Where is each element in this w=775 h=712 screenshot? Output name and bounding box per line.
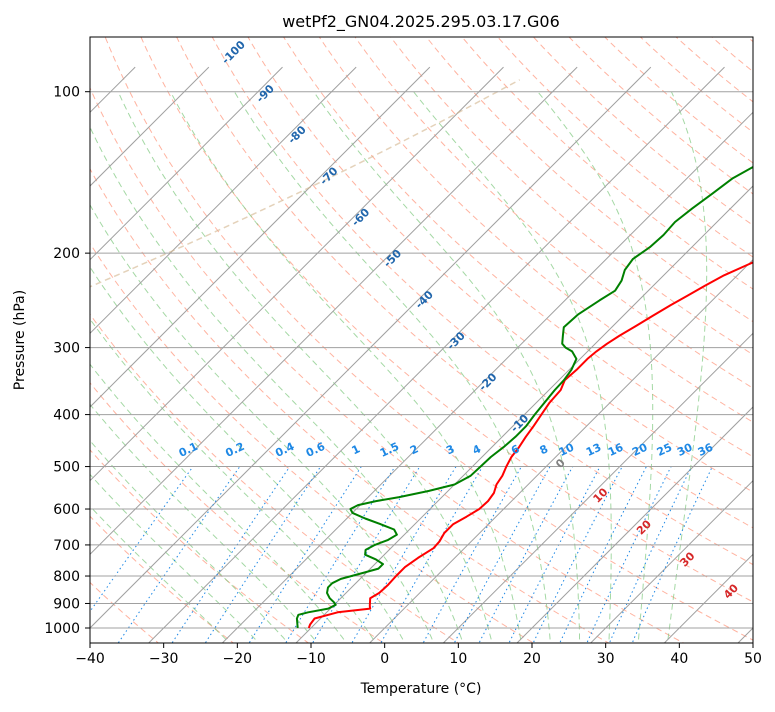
mixing-ratio-label: 13 (584, 441, 603, 459)
isotherm-line (0, 67, 430, 650)
isotherm-line (141, 67, 724, 650)
y-tick-label: 500 (53, 460, 80, 476)
mixing-ratio-label: 1 (350, 442, 362, 457)
moist-adiabat-line (0, 92, 226, 640)
mixing-ratio-line (63, 467, 193, 651)
isotherm-line (0, 67, 62, 650)
dry-adiabat-line (92, 0, 775, 700)
x-tick-label: 0 (380, 651, 389, 667)
mixing-ratio-label: 1.5 (378, 440, 401, 460)
dry-adiabat-line (330, 0, 775, 700)
line-labels: -100-90-80-70-60-50-40-30-20-10010203040… (177, 38, 742, 602)
x-tick-label: −10 (296, 651, 326, 667)
x-tick-label: 40 (670, 651, 688, 667)
moist-adiabat-line (0, 92, 344, 640)
dry-adiabat-line (637, 0, 775, 700)
dry-adiabat-line (58, 0, 775, 700)
y-tick-label: 100 (53, 85, 80, 101)
isotherm-line (0, 67, 209, 650)
isotherm-line (510, 67, 775, 650)
mixing-ratio-label: 4 (471, 442, 484, 457)
moist-adiabat-label: -50 (381, 247, 404, 270)
mixing-ratio-line (167, 467, 289, 651)
mixing-ratio-label: 0.1 (177, 440, 200, 460)
y-tick-label: 800 (53, 569, 80, 585)
mixing-ratio-line (475, 467, 572, 651)
mixing-ratio-line (451, 467, 551, 651)
x-tick-label: 30 (597, 651, 615, 667)
dry-adiabat-line (194, 0, 775, 700)
x-axis-label: Temperature (°C) (360, 681, 482, 697)
mixing-ratio-line (281, 467, 395, 651)
dry-adiabat-label: 10 (591, 485, 611, 505)
dry-adiabat-line (160, 0, 775, 700)
dry-adiabat-line (603, 0, 775, 700)
y-tick-label: 400 (53, 408, 80, 424)
isotherm-line (68, 67, 651, 650)
data-lines (297, 92, 775, 628)
dry-adiabat-line (0, 0, 312, 700)
mixing-ratio-label: 16 (606, 441, 626, 459)
moist-adiabat-label: -30 (445, 329, 468, 352)
x-tick-label: 10 (449, 651, 467, 667)
mixing-ratio-label: 36 (696, 441, 716, 459)
mixing-ratio-label: 3 (444, 442, 456, 457)
dry-adiabat-line (739, 0, 775, 700)
y-tick-label: 900 (53, 596, 80, 612)
moist-adiabat-label: -60 (349, 205, 372, 228)
x-tick-label: −40 (75, 651, 105, 667)
dry-adiabat-label: 30 (678, 549, 698, 569)
moist-adiabat-label: -70 (317, 164, 340, 187)
dry-adiabat-line (0, 0, 554, 700)
x-tick-label: −20 (223, 651, 253, 667)
moist-adiabat-line (0, 92, 373, 640)
mixing-ratio-label: 0.2 (223, 440, 246, 460)
dry-adiabat-line (262, 0, 775, 700)
moist-adiabat-label: -40 (413, 288, 436, 311)
moist-adiabat-line (118, 92, 491, 640)
x-tick-label: 50 (744, 651, 762, 667)
y-tick-label: 600 (53, 502, 80, 518)
mixing-ratio-line (348, 467, 456, 651)
dry-adiabat-label: 40 (721, 581, 741, 601)
moist-adiabat-label: 0 (553, 456, 568, 471)
y-axis-label: Pressure (hPa) (12, 290, 28, 390)
moist-adiabat-label: -100 (219, 38, 248, 67)
dry-adiabat-line (228, 0, 775, 700)
mixing-ratio-line (245, 467, 362, 651)
mixing-ratio-label: 8 (538, 442, 550, 457)
moist-adiabat-line (538, 92, 653, 640)
mixing-ratio-line (377, 467, 483, 651)
moist-adiabat-line (0, 92, 285, 640)
y-tick-label: 1000 (44, 621, 80, 637)
mixing-ratio-line (505, 467, 600, 651)
moist-adiabat-label: -90 (254, 82, 277, 105)
ceiling-curve (0, 80, 520, 650)
x-tick-label: −30 (149, 651, 179, 667)
mixing-ratio-label: 0.6 (304, 440, 327, 460)
isotherm-line (0, 67, 283, 650)
isotherm-line (436, 67, 775, 650)
y-tick-label: 700 (53, 538, 80, 554)
moist-adiabat-label: -20 (476, 370, 499, 393)
isotherm-line (657, 67, 775, 650)
y-tick-label: 200 (53, 246, 80, 262)
y-tick-label: 300 (53, 341, 80, 357)
dry-adiabat-label: 20 (634, 517, 654, 537)
moist-adiabat-label: -80 (286, 123, 309, 146)
isotherm-line (362, 67, 775, 650)
chart-title: wetPf2_GN04.2025.295.03.17.G06 (282, 12, 560, 32)
x-tick-label: 20 (523, 651, 541, 667)
mixing-ratio-line (629, 467, 712, 651)
dewpoint-profile-line (297, 92, 775, 628)
mixing-ratio-label: 0.4 (273, 440, 296, 460)
temperature-profile-line (309, 92, 775, 628)
isotherm-line (0, 67, 504, 650)
moist-adiabat-line (6, 92, 403, 640)
moist-adiabat-line (234, 92, 550, 640)
